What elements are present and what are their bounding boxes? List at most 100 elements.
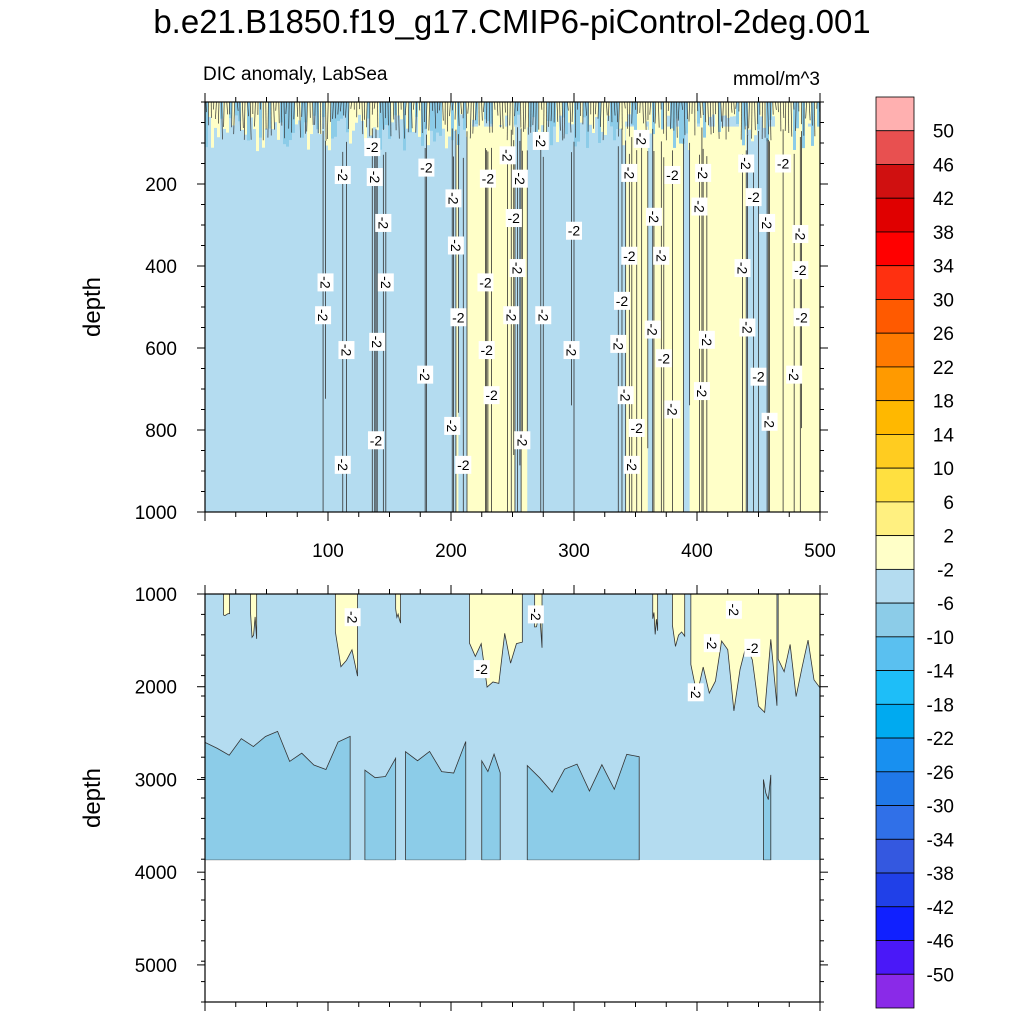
contour-label: -2 [511,169,528,188]
contour-label-box [483,386,500,405]
surface-variability-cell [295,102,298,125]
surface-variability-cell [739,102,742,130]
surface-variability-cell [250,102,253,118]
surface-contour-line [469,101,472,139]
contour-label: -2 [687,683,704,702]
surface-contour-line [415,101,417,133]
contour-label-text: -2 [564,344,580,357]
surface-contour-line [483,101,485,113]
surface-variability-cell [754,102,757,136]
contour-label-text: -2 [512,172,528,185]
surface-variability-cell [349,102,352,144]
contour-label: -2 [644,320,661,339]
contour-label-text: -2 [739,321,755,334]
surface-variability-cell [583,102,586,118]
contour-label-box [375,213,392,232]
contour-label-text: -2 [476,661,489,677]
surface-variability-cell [268,102,271,129]
contour-label: -2 [703,634,720,653]
surface-contour-line [314,101,316,125]
surface-contour-line [514,101,516,117]
surface-variability-cell [796,102,799,129]
surface-variability-cell [277,102,280,140]
contour-label-box [617,386,634,405]
lower-y-axis-label: depth [79,768,106,828]
surface-variability-cell [367,102,370,119]
contour-label-box [691,197,708,216]
contour-label: -2 [369,332,386,351]
surface-contour-line [434,101,437,129]
surface-variability-cell [760,102,763,117]
surface-variability-cell [634,102,637,143]
contour-label: -2 [793,308,810,327]
surface-contour-line [442,101,444,121]
contour-label: -2 [621,163,638,182]
surface-variability-cell [766,102,769,142]
surface-variability-cell [757,102,760,130]
surface-contour-line [304,101,307,134]
surface-variability-cell [505,102,508,116]
colorbar-swatch [875,703,915,739]
surface-contour-line [699,101,702,118]
surface-variability-cell [292,102,295,133]
surface-variability-cell [427,102,430,146]
contour-label: -2 [366,168,383,187]
surface-variability-cell [328,102,331,151]
contour-label-box [664,165,681,184]
contour-label: -2 [447,236,464,255]
colorbar-label: -46 [927,932,954,953]
surface-variability-cell [379,102,382,150]
contour-label: -2 [503,306,520,325]
surface-contour-line [306,101,308,132]
surface-variability-cell [274,102,277,123]
surface-contour-line [597,101,599,119]
contour-label-text: -2 [500,149,516,162]
colorbar-label: 10 [933,459,954,480]
contour-label-box [477,273,494,292]
surface-variability-cell [679,102,682,144]
contour-label-box [338,341,355,360]
contour-label: -2 [725,600,742,619]
colorbar-swatch [875,737,915,773]
contour-label-text: -2 [568,223,581,239]
contour-label-text: -2 [658,350,671,366]
surface-variability-cell [364,102,367,142]
surface-variability-cell [631,102,634,126]
contour-label-text: -2 [664,403,680,416]
contour-label: -2 [334,165,351,184]
surface-variability-cell [232,102,235,126]
surface-contour-line [454,101,456,120]
contour-label-box [417,365,434,384]
contour-label: -2 [417,365,434,384]
surface-contour-line [412,101,415,110]
contour-label-box [532,131,549,150]
surface-variability-cell [613,102,616,141]
surface-contour-line [681,101,683,110]
surface-contour-line [606,101,608,116]
colorbar-swatch [875,164,915,199]
contour-label-box [499,146,516,165]
surface-contour-line [667,101,670,112]
lower-panel: depth -2 -2 -2 -2 -2 -2 -2 1000 2000 3000 4000 5000 [79,585,828,1011]
surface-variability-cell [304,102,307,123]
surface-variability-cell [805,102,808,147]
contour-label: -2 [792,225,809,244]
colorbar-label: 38 [933,223,954,244]
contour-label: -2 [621,246,638,265]
contour-label-text: -2 [691,200,707,213]
contour-label-text: -2 [699,334,715,347]
contour-label-box [444,416,461,435]
colorbar-label: -22 [927,729,954,750]
surface-variability-cell [751,102,754,142]
negative-anomaly-band [647,126,653,512]
colorbar-swatch [875,838,915,874]
surface-variability-cell [694,102,697,136]
colorbar-label: -50 [927,965,954,986]
surface-contour-line [293,101,295,120]
colorbar-swatch [875,434,915,469]
surface-contour-line [556,101,559,122]
surface-contour-line [670,101,672,130]
surface-variability-cell [439,102,442,136]
surface-variability-cell [676,102,679,119]
contour-label-box [527,605,544,624]
